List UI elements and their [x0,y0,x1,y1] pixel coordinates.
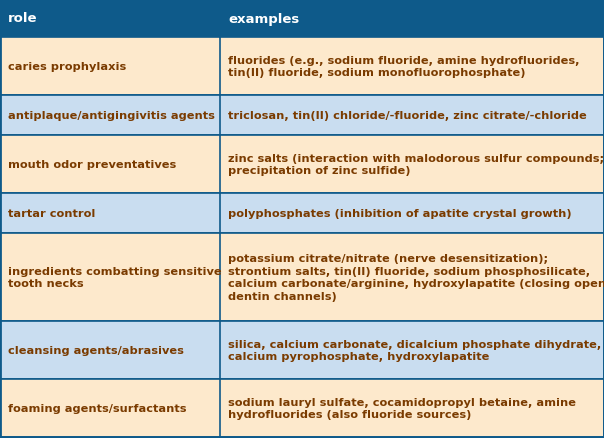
Bar [0,136,604,194]
Text: polyphosphates (inhibition of apatite crystal growth): polyphosphates (inhibition of apatite cr… [228,208,571,219]
Text: triclosan, tin(II) chloride/-fluoride, zinc citrate/-chloride: triclosan, tin(II) chloride/-fluoride, z… [228,111,586,121]
Text: examples: examples [228,12,299,25]
Text: caries prophylaxis: caries prophylaxis [8,62,126,72]
Text: sodium lauryl sulfate, cocamidopropyl betaine, amine
hydrofluorides (also fluori: sodium lauryl sulfate, cocamidopropyl be… [228,397,576,420]
Text: antiplaque/antigingivitis agents: antiplaque/antigingivitis agents [8,111,215,121]
Text: potassium citrate/nitrate (nerve desensitization);
strontium salts, tin(II) fluo: potassium citrate/nitrate (nerve desensi… [228,253,604,301]
Text: fluorides (e.g., sodium fluoride, amine hydrofluorides,
tin(II) fluoride, sodium: fluorides (e.g., sodium fluoride, amine … [228,56,579,78]
Bar [0,321,604,379]
Text: tartar control: tartar control [8,208,95,219]
Bar [0,96,604,136]
Text: role: role [8,12,37,25]
Text: cleansing agents/abrasives: cleansing agents/abrasives [8,345,184,355]
Text: foaming agents/surfactants: foaming agents/surfactants [8,403,187,413]
Bar [0,0,604,38]
Text: ingredients combatting sensitive
tooth necks: ingredients combatting sensitive tooth n… [8,266,222,289]
Text: zinc salts (interaction with malodorous sulfur compounds;
precipitation of zinc : zinc salts (interaction with malodorous … [228,153,604,176]
Bar [0,233,604,321]
Text: mouth odor preventatives: mouth odor preventatives [8,159,176,170]
Bar [0,379,604,437]
Text: silica, calcium carbonate, dicalcium phosphate dihydrate,
calcium pyrophosphate,: silica, calcium carbonate, dicalcium pho… [228,339,601,362]
Bar [0,38,604,96]
Bar [0,194,604,233]
